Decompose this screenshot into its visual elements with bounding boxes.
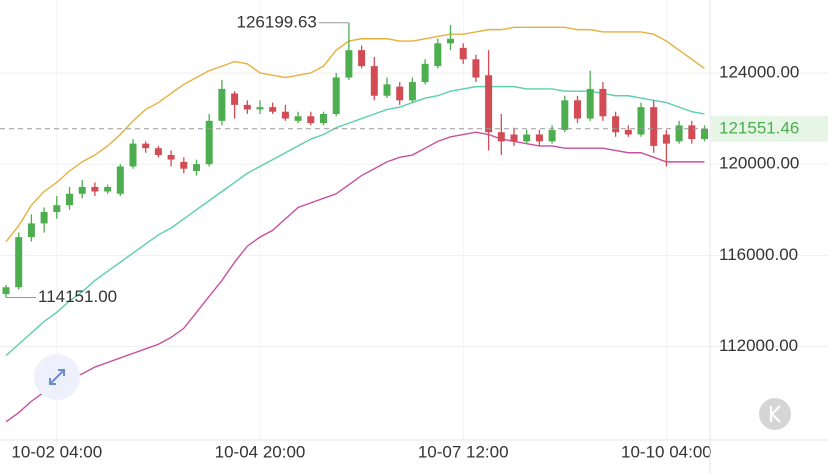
reset-button[interactable] [759, 398, 791, 430]
min-label: 114151.00 [38, 287, 117, 306]
x-tick-label: 10-07 12:00 [418, 442, 509, 461]
band-line [5, 131, 705, 423]
candle-body [320, 113, 327, 124]
candle-body [116, 166, 124, 194]
candle-body [548, 129, 556, 142]
candle-body [2, 287, 10, 295]
candle-body [485, 75, 493, 133]
band-line [5, 26, 705, 243]
x-tick-label: 10-02 04:00 [11, 442, 102, 461]
candle-body [447, 38, 454, 44]
candle-body [535, 134, 543, 142]
candle-body [294, 116, 302, 121]
candle-body [662, 134, 670, 144]
candle-body [180, 161, 188, 169]
candle-body [91, 186, 99, 192]
candle-body [472, 59, 480, 78]
candle-body [434, 43, 442, 67]
candle-body [561, 100, 569, 130]
candle-body [243, 104, 251, 110]
candle-body [345, 50, 353, 78]
x-tick-label: 10-10 04:00 [621, 442, 712, 461]
candle-body [599, 88, 607, 117]
candle-body [205, 120, 213, 165]
candle-body [701, 128, 708, 140]
y-tick-label: 116000.00 [719, 245, 798, 264]
last-price-label: 121551.46 [719, 118, 799, 137]
candle-body [15, 237, 23, 288]
candle-body [510, 134, 518, 142]
band-line [5, 85, 705, 357]
candle-body [688, 125, 696, 140]
y-tick-label: 112000.00 [719, 336, 798, 355]
candle-body [104, 186, 112, 192]
candle-body [142, 143, 150, 149]
candle-body [193, 164, 200, 171]
candle-body [459, 47, 467, 60]
candle-body [523, 134, 531, 142]
x-tick-label: 10-04 20:00 [215, 442, 306, 461]
candle-body [396, 86, 404, 101]
candle-body [40, 212, 48, 224]
candle-body [231, 93, 239, 105]
candle-body [574, 100, 581, 119]
candle-body [370, 66, 378, 96]
candle-body [358, 50, 366, 67]
candle-body [586, 88, 594, 119]
candle-body [497, 132, 505, 142]
candle-body [167, 155, 175, 160]
candle-body [421, 63, 429, 83]
candle-body [154, 148, 162, 156]
last-price-tag [711, 115, 828, 142]
y-tick-label: 120000.00 [719, 154, 799, 173]
y-tick-label: 124000.00 [719, 62, 799, 81]
candle-body [269, 107, 277, 112]
expand-button[interactable] [34, 354, 80, 400]
candle-body [218, 88, 226, 121]
candle-body [27, 223, 35, 238]
candle-body [624, 129, 632, 135]
candle-body [332, 77, 340, 114]
candle-body [408, 82, 416, 101]
candle-body [675, 125, 683, 142]
candle-body [307, 116, 315, 124]
candle-body [383, 84, 391, 96]
candle-body [129, 143, 137, 167]
candle-body [66, 193, 73, 206]
candle-body [637, 107, 645, 135]
candle-body [281, 111, 289, 119]
max-label: 126199.63 [237, 12, 317, 31]
candle-body [78, 186, 86, 194]
candle-body [53, 205, 61, 213]
candle-body [256, 107, 264, 110]
candle-body [612, 116, 620, 133]
candle-body [650, 107, 658, 146]
